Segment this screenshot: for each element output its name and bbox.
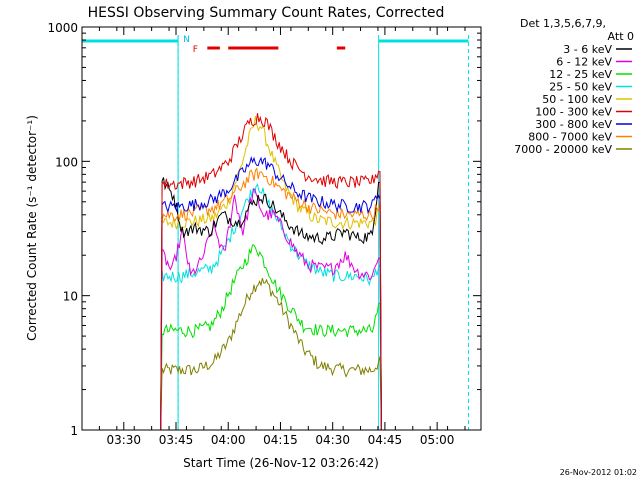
series-line-2 (159, 244, 383, 431)
x-tick-label-0: 03:30 (106, 433, 141, 447)
legend-label-3: 25 - 50 keV (549, 81, 612, 94)
series-line-0 (159, 177, 383, 431)
flare-flag-label: F (193, 45, 198, 55)
axis-ticks: 03:30 03:45 04:00 04:15 04:30 04:45 05:00 1 10 10… (47, 21, 481, 447)
legend-header-line1: Det 1,3,5,6,7,9, (520, 17, 606, 30)
legend-label-7: 800 - 7000 keV (528, 131, 612, 144)
legend-label-4: 50 - 100 keV (542, 93, 612, 106)
y-tick-label-2: 100 (55, 155, 78, 169)
footer-date: 26-Nov-2012 01:02 (560, 468, 637, 477)
legend-label-5: 100 - 300 keV (535, 106, 612, 119)
legend-label-0: 3 - 6 keV (563, 43, 612, 56)
series-line-4 (159, 116, 383, 431)
series-line-1 (159, 188, 383, 431)
night-flag-label: N (183, 35, 190, 45)
series-line-7 (159, 167, 383, 431)
y-tick-label-1: 10 (63, 290, 78, 304)
observing-flags: NF (82, 35, 469, 430)
series-line-8 (159, 277, 383, 431)
x-tick-label-5: 04:45 (368, 433, 403, 447)
legend-header-line2: Att 0 (608, 30, 634, 43)
legend-label-6: 300 - 800 keV (535, 118, 612, 131)
series-line-3 (159, 183, 383, 431)
legend-label-2: 12 - 25 keV (549, 68, 612, 81)
series-line-6 (159, 156, 383, 431)
plot-frame (81, 26, 482, 431)
series-line-5 (159, 113, 383, 431)
y-axis-label: Corrected Count Rate (s⁻¹ detector⁻¹) (25, 115, 39, 341)
legend-label-8: 7000 - 20000 keV (514, 143, 612, 156)
y-tick-label-0: 1 (70, 424, 78, 438)
x-tick-label-4: 04:30 (315, 433, 350, 447)
x-tick-label-3: 04:15 (263, 433, 298, 447)
series-layer (159, 113, 383, 431)
y-tick-label-3: 1000 (47, 21, 78, 35)
x-tick-label-1: 03:45 (159, 433, 194, 447)
x-tick-label-6: 05:00 (420, 433, 455, 447)
legend-label-1: 6 - 12 keV (556, 56, 612, 69)
chart-title: HESSI Observing Summary Count Rates, Cor… (88, 5, 445, 21)
x-tick-label-2: 04:00 (211, 433, 246, 447)
x-axis-label: Start Time (26-Nov-12 03:26:42) (183, 456, 379, 470)
